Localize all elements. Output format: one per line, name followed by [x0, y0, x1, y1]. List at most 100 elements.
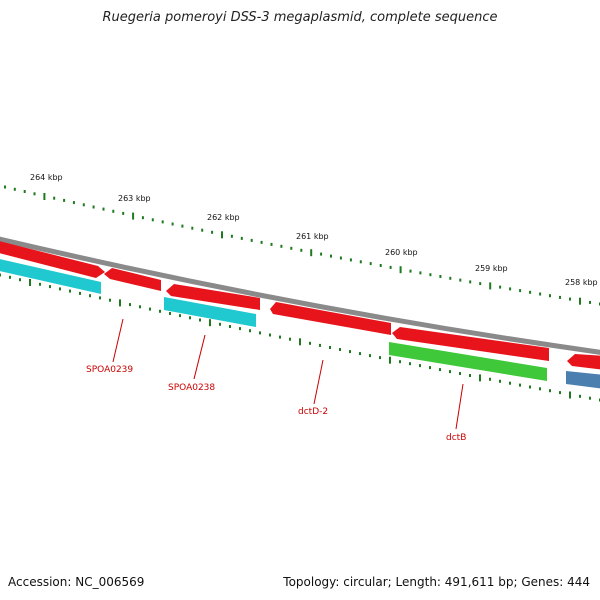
outer-minor-tick — [389, 265, 392, 269]
gene-reverse-cyan-2[interactable] — [164, 297, 256, 327]
inner-minor-tick — [249, 329, 251, 333]
gene-forward-2[interactable] — [104, 268, 161, 291]
outer-minor-tick — [509, 287, 512, 291]
leader-line-dctd-2 — [313, 359, 324, 405]
outer-minor-tick — [191, 226, 194, 230]
inner-minor-tick — [49, 285, 51, 289]
outer-minor-tick — [300, 248, 303, 252]
outer-minor-tick — [409, 269, 412, 273]
outer-minor-tick — [280, 244, 283, 248]
outer-minor-tick — [469, 280, 472, 284]
inner-tick-marks — [0, 273, 600, 402]
outer-minor-tick — [102, 207, 105, 211]
gene-label-dctd-2: dctD-2 — [298, 407, 328, 417]
inner-minor-tick — [169, 312, 171, 315]
tick-label-259: 259 kbp — [475, 264, 508, 273]
inner-minor-tick — [0, 273, 1, 277]
outer-major-tick — [489, 282, 492, 290]
inner-minor-tick — [429, 366, 431, 370]
map-title: Ruegeria pomeroyi DSS-3 megaplasmid, com… — [102, 10, 498, 25]
inner-minor-tick — [159, 309, 161, 313]
genome-backbone — [0, 236, 600, 355]
inner-minor-tick — [559, 391, 561, 395]
inner-minor-tick — [99, 296, 101, 300]
inner-minor-tick — [189, 316, 191, 320]
outer-minor-tick — [211, 230, 214, 234]
inner-minor-tick — [359, 352, 361, 356]
outer-minor-tick — [339, 256, 342, 260]
gene-reverse-cyan-1[interactable] — [0, 258, 101, 294]
inner-minor-tick — [39, 282, 41, 286]
outer-major-tick — [399, 266, 402, 274]
inner-minor-tick — [369, 354, 371, 358]
outer-major-tick — [132, 212, 135, 220]
outer-minor-tick — [379, 264, 382, 267]
gene-reverse-green[interactable] — [389, 342, 547, 381]
gene-forward-5[interactable] — [392, 327, 549, 361]
outer-minor-tick — [171, 222, 174, 226]
inner-major-tick — [569, 391, 571, 399]
inner-minor-tick — [59, 287, 61, 291]
outer-minor-tick — [82, 203, 85, 207]
outer-minor-tick — [260, 240, 263, 244]
outer-minor-tick — [569, 297, 571, 301]
inner-minor-tick — [589, 396, 591, 400]
inner-minor-tick — [549, 389, 551, 393]
outer-minor-tick — [181, 224, 184, 228]
outer-minor-tick — [449, 276, 452, 280]
inner-minor-tick — [109, 298, 111, 302]
outer-minor-tick — [459, 278, 462, 282]
outer-major-tick — [43, 193, 46, 200]
gene-forward-1[interactable] — [0, 240, 105, 278]
outer-minor-tick — [112, 209, 115, 213]
inner-minor-tick — [399, 360, 401, 364]
inner-minor-tick — [89, 294, 91, 298]
inner-minor-tick — [179, 314, 181, 318]
accession-text: Accession: NC_006569 — [8, 575, 145, 589]
inner-minor-tick — [79, 291, 81, 295]
inner-minor-tick — [289, 337, 291, 341]
gene-reverse-blue[interactable] — [566, 371, 600, 389]
outer-minor-tick — [419, 271, 422, 275]
outer-minor-tick — [559, 295, 561, 299]
inner-minor-tick — [419, 364, 421, 368]
inner-minor-tick — [219, 322, 221, 326]
inner-major-tick — [389, 356, 391, 364]
outer-minor-tick — [549, 294, 551, 298]
outer-minor-tick — [330, 254, 332, 258]
outer-minor-tick — [320, 252, 323, 256]
inner-major-tick — [209, 319, 211, 327]
outer-minor-tick — [539, 292, 542, 296]
outer-minor-tick — [151, 218, 154, 222]
outer-minor-tick — [250, 238, 253, 242]
outer-minor-tick — [63, 198, 66, 202]
outer-major-tick — [310, 249, 313, 257]
gene-label-spoa0238: SPOA0238 — [168, 383, 215, 393]
inner-minor-tick — [309, 341, 311, 345]
outer-minor-tick — [240, 236, 243, 240]
inner-minor-tick — [19, 278, 21, 282]
inner-major-tick — [29, 279, 31, 286]
outer-minor-tick — [201, 228, 204, 232]
inner-minor-tick — [129, 303, 131, 307]
gene-forward-3[interactable] — [166, 284, 260, 310]
outer-minor-tick — [479, 282, 482, 286]
inner-minor-tick — [339, 348, 341, 351]
gene-forward-6[interactable] — [567, 354, 600, 370]
tick-label-258: 258 kbp — [565, 278, 598, 287]
outer-minor-tick — [141, 216, 144, 220]
outer-minor-tick — [290, 246, 293, 250]
tick-label-263: 263 kbp — [118, 194, 151, 203]
outer-minor-tick — [529, 290, 532, 294]
leader-line-spoa0239 — [112, 318, 124, 363]
outer-minor-tick — [72, 201, 75, 205]
outer-minor-tick — [13, 187, 16, 191]
inner-minor-tick — [459, 372, 461, 375]
inner-minor-tick — [539, 387, 541, 391]
inner-minor-tick — [9, 275, 11, 279]
leader-line-dctb — [455, 383, 464, 430]
outer-minor-tick — [122, 211, 125, 215]
gene-forward-4[interactable] — [270, 302, 391, 335]
outer-major-tick — [579, 297, 581, 305]
outer-minor-tick — [519, 289, 522, 293]
